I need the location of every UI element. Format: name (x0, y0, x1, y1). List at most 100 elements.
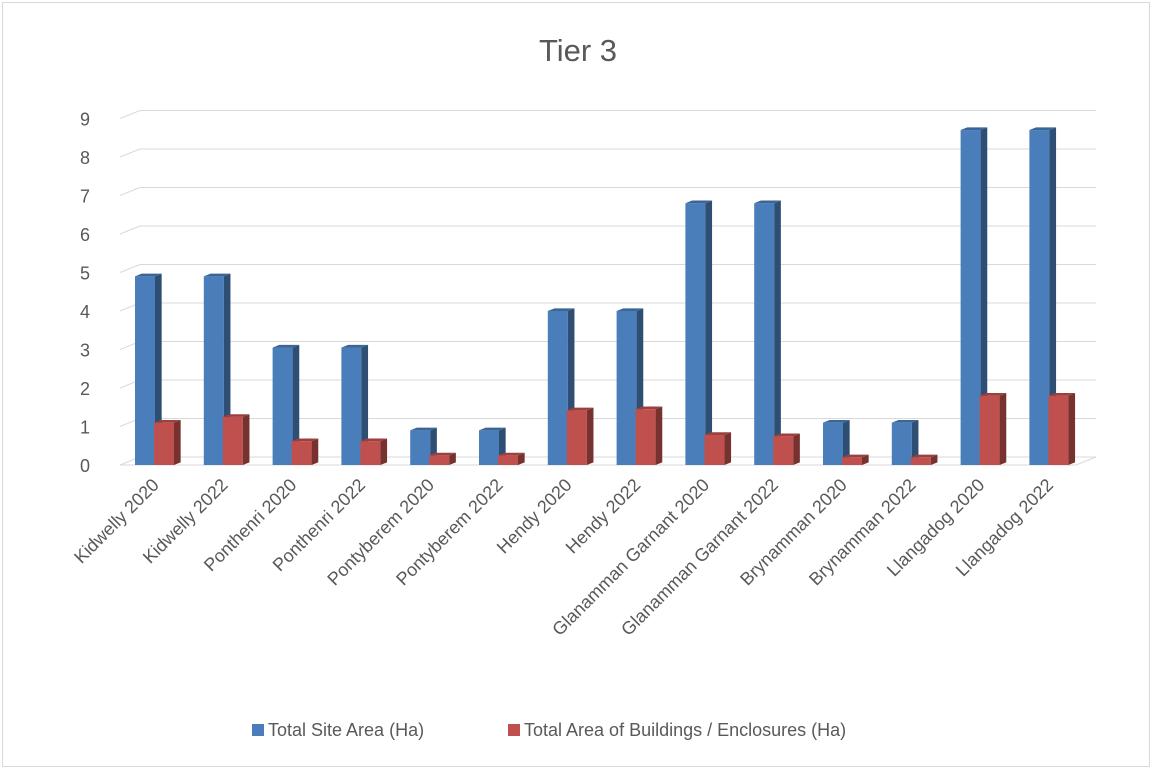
bar-buildings-area-side (518, 452, 525, 465)
bar-site-area-side (292, 344, 300, 465)
bar-buildings-area-top (360, 438, 388, 442)
legend-swatch (508, 724, 520, 736)
bar-site-area-top (891, 419, 919, 423)
bar-buildings-area (360, 438, 388, 465)
bar-buildings-area-top (566, 407, 594, 411)
bar-site-area-top (135, 273, 162, 277)
y-tick-label: 7 (80, 187, 90, 207)
bar-buildings-area-side (655, 406, 663, 465)
bar-buildings-area-side (242, 414, 250, 465)
bars (135, 127, 1076, 466)
bar-site-area-side (1049, 127, 1057, 465)
bar-buildings-area-front (910, 457, 931, 465)
bar-site-area-top (479, 427, 506, 431)
y-tick-label: 5 (80, 264, 90, 284)
bar-buildings-area (704, 432, 732, 465)
y-tick-label: 6 (80, 225, 90, 245)
bar-buildings-area-front (1048, 395, 1069, 465)
bar-buildings-area-front (773, 436, 794, 465)
bar-buildings-area-front (704, 434, 725, 465)
bar-buildings-area-side (793, 433, 800, 465)
gridlines (119, 110, 1097, 466)
y-tick-label: 3 (80, 341, 90, 361)
bar-buildings-area-top (842, 454, 869, 458)
bar-buildings-area-side (380, 438, 388, 465)
bar-site-area-front (960, 130, 981, 466)
bar-buildings-area-side (174, 419, 181, 465)
bar-site-area-side (705, 200, 713, 466)
bar-buildings-area-top (291, 438, 319, 442)
bar-buildings-area (498, 452, 525, 465)
bar-buildings-area-front (360, 441, 381, 465)
y-tick-label: 4 (80, 302, 90, 322)
bar-buildings-area-top (773, 433, 800, 437)
y-tick-label: 2 (80, 379, 90, 399)
bar-site-area-side (155, 273, 162, 465)
bar-buildings-area-top (154, 419, 181, 423)
bar-site-area-top (547, 308, 575, 311)
bar-site-area-front (1029, 130, 1050, 466)
y-tick-label: 1 (80, 418, 90, 438)
bar-site-area-top (203, 273, 231, 277)
chart-title: Tier 3 (539, 33, 617, 68)
bar-buildings-area (1048, 393, 1076, 465)
bar-buildings-area (291, 438, 319, 465)
bar-site-area-top (410, 427, 437, 431)
bar-buildings-area-front (498, 455, 518, 465)
bar-buildings-area-side (1068, 393, 1076, 465)
bar-site-area (341, 344, 369, 465)
y-tick-label: 9 (80, 110, 90, 130)
legend-label: Total Area of Buildings / Enclosures (Ha… (524, 720, 846, 740)
bar-buildings-area-side (930, 454, 938, 465)
bar-site-area (272, 344, 300, 465)
legend-buildings-area: Total Area of Buildings / Enclosures (Ha… (508, 720, 846, 740)
bar-buildings-area-front (979, 395, 1000, 465)
bar-buildings-area-top (222, 414, 250, 417)
bar-buildings-area-side (862, 454, 869, 465)
bar-site-area-front (616, 311, 637, 465)
bar-site-area-front (754, 203, 775, 465)
bar-buildings-area (222, 414, 250, 465)
y-tick-label: 8 (80, 148, 90, 168)
y-tick-label: 0 (80, 456, 90, 476)
bar-buildings-area-top (1048, 393, 1076, 396)
bar-site-area (891, 419, 919, 465)
gridline-depth (119, 187, 141, 196)
bar-site-area-top (823, 419, 850, 423)
bar-site-area-top (272, 344, 300, 348)
bar-site-area-front (891, 422, 912, 465)
bar-buildings-area (429, 452, 456, 465)
bar-buildings-area-top (910, 454, 938, 458)
bar-buildings-area (154, 419, 181, 465)
gridline-depth (119, 264, 141, 273)
bar-site-area-front (547, 311, 568, 465)
bar-buildings-area-front (566, 410, 587, 465)
legend-label: Total Site Area (Ha) (268, 720, 424, 740)
gridline-depth (119, 110, 141, 119)
bar-site-area (1029, 127, 1057, 466)
bar-buildings-area-front (154, 422, 174, 465)
bar-site-area-side (911, 419, 919, 465)
bar-site-area-front (410, 430, 431, 465)
bar-buildings-area-side (449, 452, 456, 465)
bar-buildings-area (910, 454, 938, 465)
bar-buildings-area-front (429, 455, 450, 465)
bar-buildings-area (979, 393, 1007, 465)
gridline-depth (119, 225, 141, 235)
y-axis: 0 1 2 3 4 5 6 7 8 9 (80, 110, 90, 477)
bar-site-area (135, 273, 162, 465)
bar-site-area-front (272, 347, 293, 465)
bar-buildings-area-top (979, 393, 1007, 396)
bar-buildings-area (842, 454, 869, 465)
bar-buildings-area (635, 406, 663, 465)
bar-buildings-area-side (724, 432, 732, 465)
bar-site-area (823, 419, 850, 465)
legend-swatch (252, 724, 264, 736)
bar-site-area-top (754, 200, 781, 204)
bar-site-area-front (203, 276, 224, 465)
bar-buildings-area-front (842, 457, 862, 465)
bar-buildings-area-top (635, 406, 663, 410)
